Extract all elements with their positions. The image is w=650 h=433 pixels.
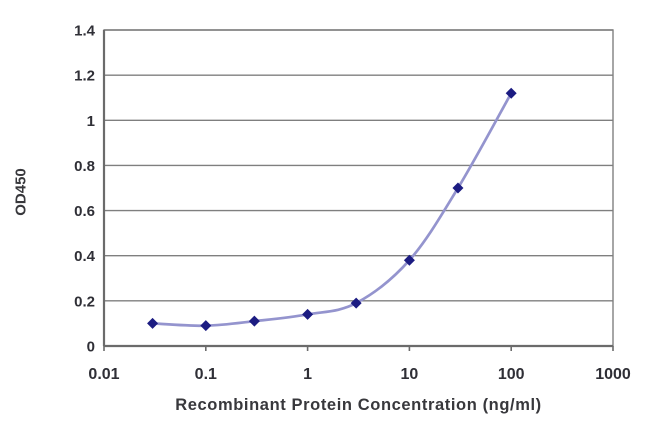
- x-tick-label: 0.1: [195, 366, 217, 383]
- y-tick-label: 1.2: [74, 68, 95, 85]
- data-point-marker: [200, 320, 212, 332]
- y-axis-title: OD450: [12, 168, 30, 216]
- y-tick-label: 0.6: [74, 203, 95, 220]
- y-tick-label: 0.4: [74, 248, 96, 265]
- x-tick-label: 1: [303, 366, 312, 383]
- data-point-marker: [403, 254, 415, 266]
- y-tick-label: 1.4: [74, 23, 96, 40]
- y-tick-label: 0: [87, 339, 95, 356]
- y-tick-label: 0.2: [74, 293, 95, 310]
- x-tick-label: 0.01: [88, 366, 119, 383]
- y-tick-label: 1: [87, 113, 95, 130]
- series-line: [151, 91, 513, 328]
- data-point-marker: [350, 297, 362, 309]
- x-axis-title: Recombinant Protein Concentration (ng/ml…: [175, 396, 542, 414]
- x-tick-label: 1000: [595, 366, 631, 383]
- y-tick-label: 0.8: [74, 158, 95, 175]
- data-point-marker: [452, 182, 464, 194]
- x-tick-label: 10: [401, 366, 419, 383]
- data-point-marker: [302, 308, 314, 320]
- data-point-marker: [147, 317, 159, 329]
- x-tick-label: 100: [498, 366, 525, 383]
- data-point-marker: [505, 87, 517, 99]
- plot-border: [103, 29, 614, 347]
- data-point-marker: [248, 315, 260, 327]
